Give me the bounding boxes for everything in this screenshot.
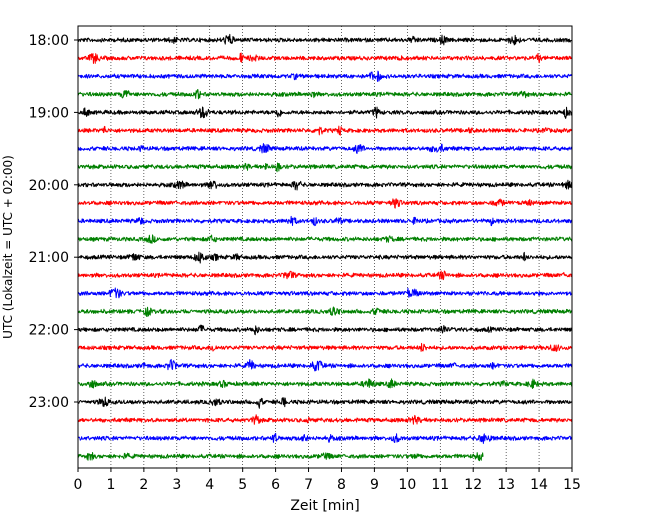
x-tick-label: 4 <box>205 477 214 493</box>
x-axis-title: Zeit [min] <box>290 498 359 514</box>
y-axis-ticks: 18:00 19:00 20:00 21:00 22:00 23:00 <box>29 33 78 411</box>
x-tick-label: 5 <box>238 477 247 493</box>
y-tick-label: 20:00 <box>29 178 69 194</box>
y-axis-title: UTC (Lokalzeit = UTC + 02:00) <box>1 155 15 339</box>
trace-2230 <box>77 358 573 372</box>
trace-1845 <box>77 89 573 100</box>
trace-2330 <box>77 432 573 444</box>
trace-2100 <box>77 251 573 264</box>
y-tick-label: 23:00 <box>29 395 69 411</box>
x-tick-label: 12 <box>464 477 482 493</box>
x-tick-label: 9 <box>370 477 379 493</box>
x-tick-label: 11 <box>431 477 449 493</box>
y-tick-label: 22:00 <box>29 323 69 339</box>
x-tick-label: 15 <box>563 477 581 493</box>
x-tick-label: 14 <box>530 477 548 493</box>
trace-2245 <box>77 378 573 389</box>
trace-2200 <box>77 324 573 336</box>
seismic-traces <box>77 33 573 462</box>
x-tick-label: 7 <box>304 477 313 493</box>
x-tick-label: 2 <box>139 477 148 493</box>
x-tick-label: 10 <box>398 477 416 493</box>
trace-2345 <box>77 451 484 462</box>
x-tick-label: 0 <box>74 477 83 493</box>
trace-1945 <box>77 162 573 173</box>
trace-2300 <box>77 396 573 409</box>
trace-1900 <box>77 106 573 119</box>
y-tick-label: 18:00 <box>29 33 69 49</box>
trace-1930 <box>77 143 573 154</box>
y-tick-label: 19:00 <box>29 105 69 121</box>
trace-2045 <box>77 234 573 244</box>
trace-2315 <box>77 414 573 425</box>
trace-1830 <box>77 70 573 82</box>
trace-2130 <box>77 287 573 299</box>
trace-2145 <box>77 306 573 318</box>
x-tick-label: 8 <box>337 477 346 493</box>
x-tick-label: 3 <box>172 477 181 493</box>
x-tick-label: 13 <box>497 477 515 493</box>
x-axis-ticks: 0 1 2 3 4 5 6 7 8 9 10 11 12 13 14 15 <box>74 468 581 493</box>
x-tick-label: 6 <box>271 477 280 493</box>
trace-2030 <box>77 215 573 227</box>
trace-2000 <box>77 179 573 191</box>
trace-1915 <box>77 125 573 136</box>
x-tick-label: 1 <box>106 477 115 493</box>
trace-1815 <box>77 52 573 64</box>
y-tick-label: 21:00 <box>29 250 69 266</box>
plot-frame <box>77 25 573 469</box>
trace-2215 <box>77 342 573 352</box>
trace-2015 <box>77 198 573 209</box>
trace-2115 <box>77 270 573 281</box>
trace-1800 <box>77 33 573 46</box>
